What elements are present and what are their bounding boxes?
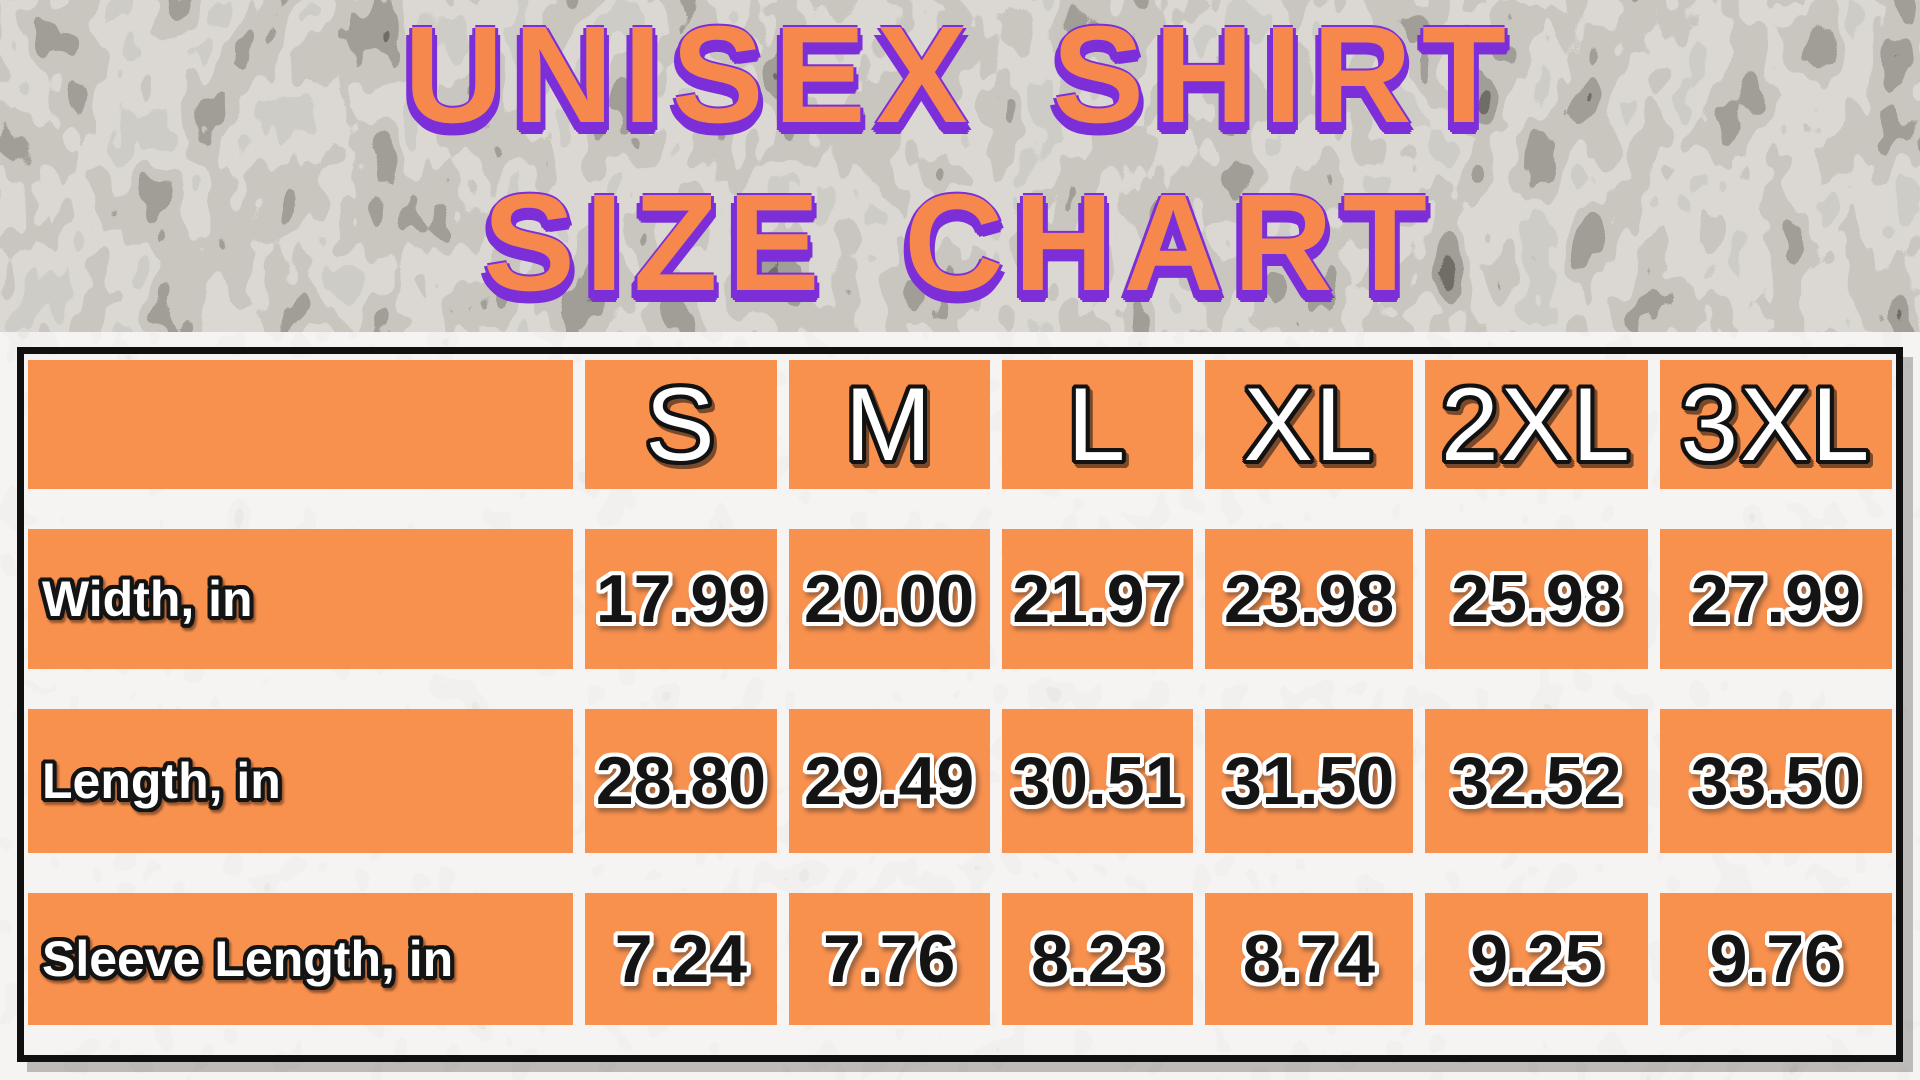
value-sleeve-3xl: 9.76 bbox=[1709, 921, 1842, 997]
value-width-xl: 23.98 bbox=[1223, 561, 1395, 637]
header-cell-s: S bbox=[585, 360, 777, 489]
value-sleeve-m: 7.76 bbox=[822, 921, 956, 997]
header-label-xl: XL bbox=[1243, 366, 1375, 483]
page-title-line-2: SIZE CHART bbox=[483, 166, 1437, 320]
cell-length-m: 29.49 bbox=[788, 709, 990, 853]
value-width-2xl: 25.98 bbox=[1451, 561, 1622, 637]
value-length-xl: 31.50 bbox=[1223, 743, 1395, 819]
cell-width-s: 17.99 bbox=[585, 529, 777, 669]
row-label-cell-length: Length, in bbox=[28, 709, 574, 853]
cell-length-3xl: 33.50 bbox=[1659, 709, 1892, 853]
header-cell-2xl: 2XL bbox=[1425, 360, 1648, 489]
row-label-cell-width: Width, in bbox=[28, 529, 574, 669]
page-title-line-1: UNISEX SHIRT bbox=[403, 0, 1517, 152]
header-label-s: S bbox=[645, 366, 717, 483]
cell-sleeve-3xl: 9.76 bbox=[1659, 893, 1892, 1025]
header-cell-xl: XL bbox=[1204, 360, 1414, 489]
camo-texture bbox=[0, 0, 1920, 332]
cell-width-3xl: 27.99 bbox=[1659, 529, 1892, 669]
value-width-s: 17.99 bbox=[595, 561, 767, 637]
row-label-cell-sleeve: Sleeve Length, in bbox=[28, 893, 574, 1025]
value-sleeve-l: 8.23 bbox=[1031, 921, 1164, 997]
value-sleeve-2xl: 9.25 bbox=[1470, 921, 1603, 997]
value-length-3xl: 33.50 bbox=[1690, 743, 1861, 819]
row-label-length: Length, in bbox=[42, 753, 281, 809]
hero-banner: UNISEX SHIRT SIZE CHART bbox=[0, 0, 1920, 332]
cell-length-l: 30.51 bbox=[1001, 709, 1193, 853]
cell-sleeve-l: 8.23 bbox=[1001, 893, 1193, 1025]
header-cell-empty bbox=[28, 360, 574, 489]
cell-width-xl: 23.98 bbox=[1204, 529, 1414, 669]
size-table: S M L XL 2XL 3XL Width, in 17.99 bbox=[28, 360, 1892, 1025]
value-width-3xl: 27.99 bbox=[1690, 561, 1861, 637]
cell-sleeve-xl: 8.74 bbox=[1204, 893, 1414, 1025]
header-cell-m: M bbox=[788, 360, 990, 489]
value-sleeve-xl: 8.74 bbox=[1242, 921, 1376, 997]
cell-length-2xl: 32.52 bbox=[1425, 709, 1648, 853]
value-width-m: 20.00 bbox=[804, 561, 975, 637]
header-cell-l: L bbox=[1001, 360, 1193, 489]
cell-sleeve-m: 7.76 bbox=[788, 893, 990, 1025]
row-label-sleeve: Sleeve Length, in bbox=[42, 931, 454, 987]
value-length-l: 30.51 bbox=[1012, 743, 1183, 819]
cell-sleeve-2xl: 9.25 bbox=[1425, 893, 1648, 1025]
header-label-l: L bbox=[1067, 366, 1128, 483]
value-length-m: 29.49 bbox=[804, 743, 975, 819]
cell-width-m: 20.00 bbox=[788, 529, 990, 669]
header-cell-3xl: 3XL bbox=[1659, 360, 1892, 489]
header-label-3xl: 3XL bbox=[1680, 366, 1872, 483]
camo-fill bbox=[0, 0, 1920, 332]
value-sleeve-s: 7.24 bbox=[614, 921, 748, 997]
value-length-2xl: 32.52 bbox=[1451, 743, 1622, 819]
header-label-2xl: 2XL bbox=[1440, 366, 1632, 483]
size-table-frame: S M L XL 2XL 3XL Width, in 17.99 bbox=[17, 347, 1903, 1062]
cell-sleeve-s: 7.24 bbox=[585, 893, 777, 1025]
cell-width-2xl: 25.98 bbox=[1425, 529, 1648, 669]
header-label-m: M bbox=[844, 366, 934, 483]
row-label-width: Width, in bbox=[42, 571, 253, 627]
value-length-s: 28.80 bbox=[595, 743, 767, 819]
cell-width-l: 21.97 bbox=[1001, 529, 1193, 669]
value-width-l: 21.97 bbox=[1012, 561, 1183, 637]
cell-length-xl: 31.50 bbox=[1204, 709, 1414, 853]
cell-length-s: 28.80 bbox=[585, 709, 777, 853]
